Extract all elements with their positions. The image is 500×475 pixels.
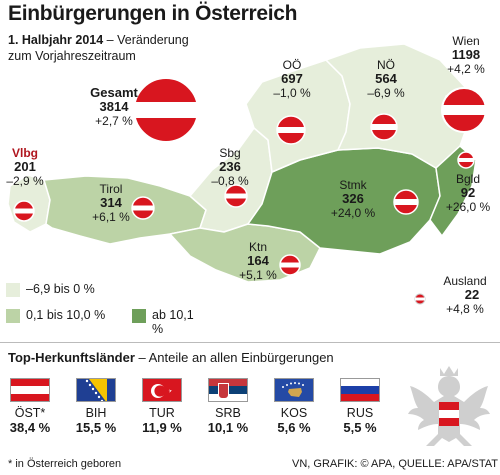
- badge-ktn: [279, 254, 301, 276]
- label-abroad: Ausland 22 +4,8 %: [436, 274, 494, 316]
- country-tur-pct: 11,9 %: [142, 420, 182, 435]
- label-bgld: Bgld 92 +26,0 %: [440, 172, 496, 214]
- legend-label-mid: 0,1 bis 10,0 %: [26, 308, 106, 322]
- country-aut: ÖST* 38,4 %: [0, 378, 60, 435]
- label-tirol-name: Tirol: [99, 182, 123, 196]
- label-tirol-change: +6,1 %: [92, 210, 130, 224]
- austria-flag-icon: [10, 378, 50, 402]
- label-tirol: Tirol 314 +6,1 %: [88, 182, 134, 224]
- label-stmk-change: +24,0 %: [330, 206, 376, 220]
- label-no: NÖ 564 –6,9 %: [364, 58, 408, 100]
- badge-no: [370, 113, 398, 141]
- legend-label-low: –6,9 bis 0 %: [26, 282, 95, 296]
- austria-coat-of-arms-icon: [408, 366, 490, 446]
- label-bgld-value: 92: [460, 185, 476, 200]
- country-kos-code: KOS: [280, 406, 308, 420]
- label-ktn-value: 164: [247, 253, 269, 268]
- subtitle-change-label: – Veränderung: [103, 33, 189, 47]
- label-wien-name: Wien: [452, 34, 480, 48]
- label-sbg-name: Sbg: [219, 146, 241, 160]
- country-rus-pct: 5,5 %: [343, 420, 377, 435]
- badge-sbg: [224, 184, 248, 208]
- label-oo-change: –1,0 %: [273, 86, 311, 100]
- label-sbg: Sbg 236 –0,8 %: [206, 146, 254, 188]
- country-bih: BIH 15,5 %: [66, 378, 126, 435]
- label-total: Gesamt 3814 +2,7 %: [84, 85, 144, 129]
- label-abroad-name: Ausland: [443, 274, 487, 288]
- label-vlbg-value: 201: [14, 159, 36, 174]
- badge-vlbg: [13, 200, 35, 222]
- chart-subtitle-line2: zum Vorjahreszeitraum: [8, 49, 136, 63]
- badge-oo: [276, 115, 306, 145]
- label-ktn-change: +5,1 %: [239, 268, 277, 282]
- label-oo: OÖ 697 –1,0 %: [270, 58, 314, 100]
- badge-wien: [441, 87, 487, 133]
- turkey-flag-icon: [142, 378, 182, 402]
- country-bih-pct: 15,5 %: [75, 420, 117, 435]
- russia-flag-icon: [340, 378, 380, 402]
- countries-title: Top-Herkunftsländer – Anteile an allen E…: [8, 350, 334, 365]
- label-stmk: Stmk 326 +24,0 %: [326, 178, 380, 220]
- country-bih-code: BIH: [85, 406, 107, 420]
- country-rus-code: RUS: [346, 406, 374, 420]
- label-sbg-value: 236: [219, 159, 241, 174]
- country-tur: TUR 11,9 %: [132, 378, 192, 435]
- countries-title-rest: – Anteile an allen Einbürgerungen: [134, 350, 334, 365]
- label-sbg-change: –0,8 %: [211, 174, 249, 188]
- label-total-name: Gesamt: [90, 85, 138, 100]
- label-tirol-value: 314: [100, 195, 122, 210]
- country-srb-pct: 10,1 %: [207, 420, 249, 435]
- badge-stmk: [393, 189, 419, 215]
- label-bgld-name: Bgld: [455, 172, 481, 186]
- subtitle-period: 1. Halbjahr 2014: [8, 33, 104, 47]
- country-srb: SRB 10,1 %: [198, 378, 258, 435]
- label-wien-value: 1198: [451, 47, 481, 62]
- bosnia-flag-icon: [76, 378, 116, 402]
- label-ktn-name: Ktn: [248, 240, 267, 254]
- badge-bgld: [457, 151, 475, 169]
- source-credit: VN, GRAFIK: © APA, QUELLE: APA/STAT: [292, 458, 498, 470]
- legend-swatch-low: [6, 283, 20, 297]
- badge-total: [133, 77, 199, 143]
- label-abroad-change: +4,8 %: [446, 302, 484, 316]
- label-vlbg-change: –2,9 %: [6, 174, 44, 188]
- section-divider: [0, 342, 500, 343]
- label-oo-value: 697: [281, 71, 303, 86]
- label-bgld-change: +26,0 %: [445, 200, 491, 214]
- label-stmk-name: Stmk: [339, 178, 367, 192]
- austria-map: [7, 43, 487, 305]
- country-rus: RUS 5,5 %: [330, 378, 390, 435]
- label-no-name: NÖ: [377, 58, 395, 72]
- label-no-change: –6,9 %: [367, 86, 405, 100]
- countries-title-bold: Top-Herkunftsländer: [8, 350, 135, 365]
- country-aut-code: ÖST*: [14, 406, 46, 420]
- label-vlbg-name: Vlbg: [12, 146, 38, 160]
- badge-abroad: [414, 293, 426, 305]
- kosovo-flag-icon: [274, 378, 314, 402]
- badge-tirol: [131, 196, 155, 220]
- legend-swatch-mid: [6, 309, 20, 323]
- chart-title: Einbürgerungen in Österreich: [8, 2, 298, 25]
- label-stmk-value: 326: [342, 191, 364, 206]
- label-abroad-value: 22: [464, 287, 480, 302]
- country-aut-pct: 38,4 %: [9, 420, 51, 435]
- label-vlbg: Vlbg 201 –2,9 %: [2, 146, 48, 188]
- label-ktn: Ktn 164 +5,1 %: [236, 240, 280, 282]
- legend-swatch-high: [132, 309, 146, 323]
- country-kos-pct: 5,6 %: [277, 420, 311, 435]
- country-kos: KOS 5,6 %: [264, 378, 324, 435]
- country-tur-code: TUR: [149, 406, 175, 420]
- footnote: * in Österreich geboren: [8, 458, 122, 470]
- label-oo-name: OÖ: [282, 58, 302, 72]
- label-total-change: +2,7 %: [95, 114, 133, 128]
- label-total-value: 3814: [99, 99, 129, 114]
- serbia-flag-icon: [208, 378, 248, 402]
- label-wien: Wien 1198 +4,2 %: [440, 34, 492, 76]
- country-srb-code: SRB: [215, 406, 241, 420]
- label-wien-change: +4,2 %: [447, 62, 485, 76]
- label-no-value: 564: [375, 71, 397, 86]
- chart-subtitle: 1. Halbjahr 2014 – Veränderung: [8, 33, 189, 47]
- map-legend: –6,9 bis 0 % 0,1 bis 10,0 % ab 10,1 %: [6, 280, 206, 336]
- legend-label-high: ab 10,1 %: [152, 308, 194, 336]
